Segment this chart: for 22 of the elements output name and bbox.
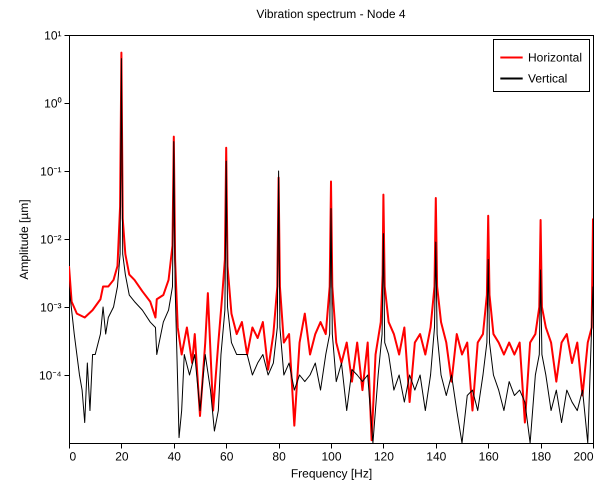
x-tick-label: 0 (70, 450, 76, 464)
y-tick-label: 10⁻³ (40, 300, 62, 314)
x-tick-label: 60 (220, 450, 234, 464)
x-tick-label: 180 (531, 450, 552, 464)
y-tick-label: 10⁰ (44, 96, 62, 110)
x-axis-title: Frequency [Hz] (290, 466, 372, 480)
x-tick-label: 200 (573, 450, 594, 464)
legend-label: Vertical (528, 72, 568, 86)
chart-title: Vibration spectrum - Node 4 (256, 7, 406, 21)
x-tick-label: 120 (374, 450, 394, 464)
x-tick-label: 80 (272, 450, 286, 464)
legend-label: Horizontal (528, 50, 582, 64)
y-tick-label: 10⁻¹ (40, 164, 62, 178)
y-tick-label: 10⁻⁴ (38, 368, 62, 382)
x-tick-label: 140 (426, 450, 447, 464)
y-tick-label: 10⁻² (40, 232, 62, 246)
x-tick-label: 160 (478, 450, 500, 464)
y-tick-label: 10¹ (44, 28, 62, 42)
x-tick-label: 100 (321, 450, 342, 464)
x-tick-label: 20 (115, 450, 129, 464)
y-axis-title: Amplitude [µm] (16, 199, 31, 280)
x-tick-label: 40 (168, 450, 182, 464)
